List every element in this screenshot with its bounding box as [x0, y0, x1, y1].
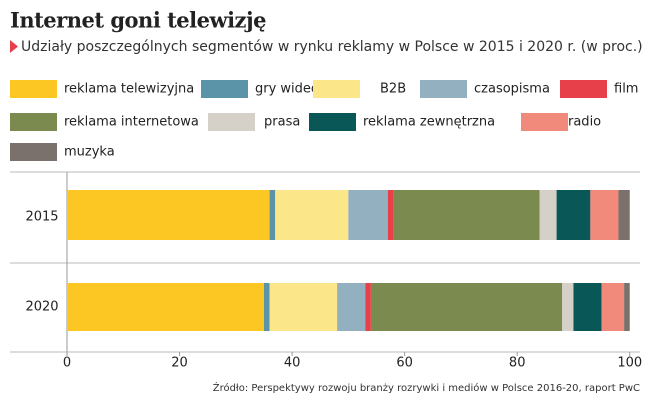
legend-swatch: [201, 80, 248, 98]
bar-segment: [601, 283, 625, 331]
bar-segment: [269, 190, 276, 240]
bar-segment: [590, 190, 619, 240]
legend-label: film: [614, 82, 638, 97]
x-tick-label: 40: [284, 356, 301, 371]
bar-segment: [556, 190, 591, 240]
bar-segment: [67, 283, 264, 331]
bar-segment: [539, 190, 557, 240]
bar-segment: [387, 190, 394, 240]
source: Źródło: Perspektywy rozwoju branży rozry…: [213, 381, 640, 394]
legend-label: reklama zewnętrzna: [363, 115, 495, 130]
legend-label: reklama internetowa: [64, 115, 199, 130]
y-tick-label: 2015: [25, 210, 58, 225]
legend-swatch: [10, 143, 57, 161]
legend-swatch: [309, 113, 356, 131]
y-tick-label: 2020: [25, 300, 58, 315]
legend-label: gry wideo: [255, 82, 319, 97]
legend-label: prasa: [264, 115, 300, 130]
legend-label: czasopisma: [474, 82, 550, 97]
x-tick-label: 60: [396, 356, 413, 371]
bar-segment: [370, 283, 563, 331]
bar-segment: [573, 283, 602, 331]
bar-segment: [269, 283, 338, 331]
bar-segment: [562, 283, 574, 331]
x-tick-label: 20: [171, 356, 188, 371]
bar-segment: [618, 190, 630, 240]
legend-swatch: [420, 80, 467, 98]
bar-segment: [624, 283, 630, 331]
bar-segment: [348, 190, 388, 240]
legend-swatch: [10, 113, 57, 131]
legend-label: muzyka: [64, 145, 115, 160]
bar-segment: [365, 283, 371, 331]
legend-label: reklama telewizyjna: [64, 82, 194, 97]
legend-swatch: [560, 80, 607, 98]
x-tick-label: 100: [617, 356, 642, 371]
x-tick-label: 80: [509, 356, 526, 371]
legend-swatch: [10, 80, 57, 98]
bar-segment: [263, 283, 270, 331]
subtitle-marker: [10, 40, 18, 53]
legend-label: B2B: [380, 82, 406, 97]
legend-label: radio: [568, 115, 601, 130]
chart-subtitle: Udziały poszczególnych segmentów w rynku…: [21, 39, 643, 55]
legend-swatch: [208, 113, 255, 131]
legend-swatch: [313, 80, 360, 98]
bar-segment: [337, 283, 366, 331]
bar-segment: [393, 190, 540, 240]
bar-segment: [67, 190, 270, 240]
bar-segment: [275, 190, 349, 240]
x-tick-label: 0: [63, 356, 71, 371]
chart-title: Internet goni telewizję: [10, 8, 266, 33]
legend-swatch: [521, 113, 568, 131]
